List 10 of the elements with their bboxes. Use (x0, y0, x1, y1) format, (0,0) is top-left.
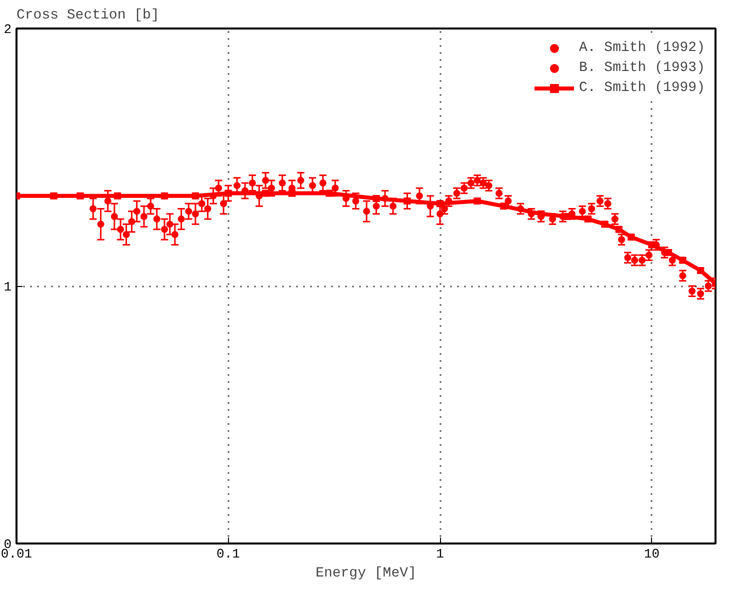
x-tick-label: 0.1 (216, 546, 240, 562)
y-tick-label: 1 (4, 280, 12, 294)
legend-label: B. Smith (1993) (578, 60, 705, 76)
x-axis-title: Energy [MeV] (316, 566, 416, 582)
x-tick-label: 10 (644, 546, 660, 562)
x-tick-label: 1 (436, 546, 444, 562)
legend-label: C. Smith (1999) (578, 80, 705, 96)
legend-label: A. Smith (1992) (578, 40, 705, 56)
y-tick-label: 2 (4, 22, 12, 37)
y-axis-title: Cross Section [b] (16, 8, 160, 24)
